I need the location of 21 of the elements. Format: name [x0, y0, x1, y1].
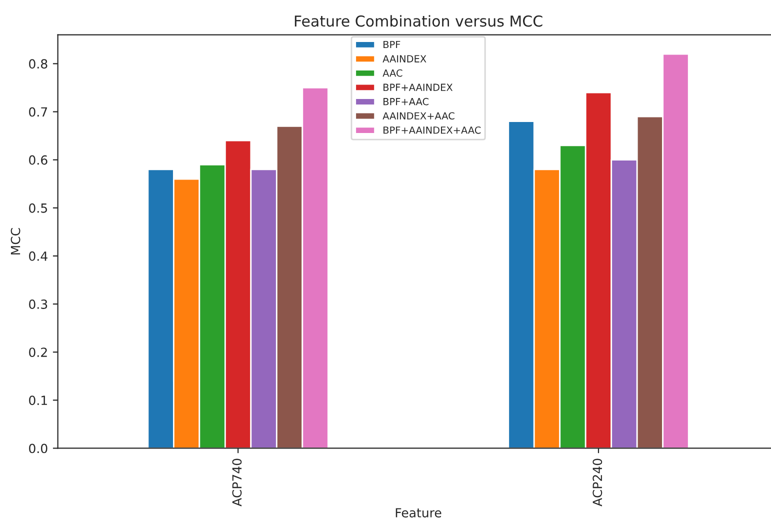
- legend-label: AAINDEX: [382, 55, 426, 62]
- legend-label: BPF+AAINDEX+AAC: [384, 126, 481, 134]
- x-axis-title: Feature: [396, 508, 442, 518]
- y-tick-label: 0.6: [29, 155, 48, 165]
- y-tick-label: 0.7: [29, 107, 48, 117]
- chart-title: Feature Combination versus MCC: [294, 15, 542, 27]
- y-tick-label: 0.5: [29, 203, 48, 213]
- y-tick-label: 0.2: [29, 348, 47, 358]
- y-tick-label: 0.1: [29, 396, 47, 406]
- legend-label: AAC: [382, 69, 402, 77]
- y-tick-label: 0.4: [29, 251, 48, 261]
- y-tick-label: 0.3: [29, 300, 48, 309]
- legend-label: BPF: [384, 40, 400, 48]
- legend-label: BPF+AAINDEX: [384, 84, 453, 91]
- y-axis-title: MCC: [10, 228, 20, 254]
- y-tick-label: 0.0: [29, 444, 48, 454]
- legend-label: BPF+AAC: [384, 98, 429, 106]
- x-tick-label: ACP240: [592, 458, 602, 506]
- legend-label: AAINDEX+AAC: [382, 112, 454, 120]
- y-tick-label: 0.8: [29, 59, 48, 69]
- x-tick-label: ACP740: [232, 458, 242, 506]
